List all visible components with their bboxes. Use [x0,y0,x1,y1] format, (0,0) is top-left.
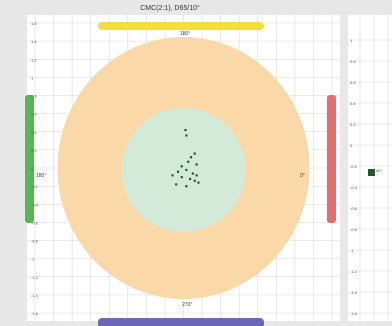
annotation-bottom: 270° [182,302,192,308]
side-bars [25,22,264,326]
tick-label-2: -0.6 [350,206,358,211]
tick-label: 0.6 [31,112,37,117]
data-point [193,152,196,155]
tick-label-2: 1 [350,38,353,43]
top-bar [98,22,264,30]
tick-label: 0.2 [31,148,37,153]
tick-label: -0.6 [31,220,39,225]
data-point [197,181,200,184]
tick-label: -0.2 [31,184,39,189]
data-point [195,174,198,177]
data-point [171,174,174,177]
tick-label: 0.8 [31,94,37,99]
tick-label-2: 0.8 [350,59,356,64]
data-point-2 [368,169,375,176]
inner-region [121,108,246,232]
data-point [185,134,188,137]
tick-label: -0.8 [31,239,39,244]
tick-label: -1 [31,257,35,262]
data-point [184,128,187,132]
tick-label-2: 0.2 [350,122,356,127]
data-point [187,160,190,163]
tick-label-2: -0.4 [350,185,358,190]
data-point [195,163,198,166]
tick-label-2: -1 [350,248,354,253]
annotation-top: 180° [180,31,190,37]
annotation-left: 180° [36,173,46,179]
data-point [185,185,188,188]
y-axis-ticks: 1.6 1.4 1.2 1 0.8 0.6 0.4 0.2 0 -0.2 -0.4 -0.6 -0.8 -… [31,21,39,316]
tick-label-2: 0 [350,143,353,148]
regions [57,37,310,299]
tick-label: 0 [31,166,34,171]
tick-label-2: 0.4 [350,101,356,106]
tick-label-2: -1.6 [350,311,358,316]
tick-label: -1.4 [31,293,39,298]
tick-label-2: -0.2 [350,164,358,169]
annotation-2: 40° [376,168,382,173]
data-point [191,172,194,175]
tick-label: 1.4 [31,39,37,44]
annotation-right: 0° [300,173,305,179]
annotations: 180° 270° 180° 0° [36,31,305,308]
bottom-bar [98,318,264,326]
y-axis-ticks-2: 1 0.8 0.6 0.4 0.2 0 -0.2 -0.4 -0.6 -0.8 -1 -1.2 -1.4… [350,38,358,316]
data-point [175,183,178,186]
tick-label-2: -0.8 [350,227,358,232]
data-point [176,170,180,173]
tick-label: 1 [31,75,34,80]
tick-label: -0.4 [31,202,39,207]
tick-label: 0.4 [31,130,37,135]
tick-label-2: -1.4 [350,290,358,295]
data-point [180,176,183,179]
tick-label: -1.6 [31,311,39,316]
data-point [193,179,196,182]
side-bars-2 [327,95,336,223]
grid-2 [348,15,392,321]
tick-label: -1.2 [31,275,39,280]
data-points-2: 40° [368,168,382,176]
tick-label: 1.2 [31,57,37,62]
tick-label-2: 0.6 [350,80,356,85]
left-bar-2 [327,95,336,223]
chart-title: CMC(2:1), D65/10° [140,5,200,12]
tick-label: 1.6 [31,21,37,26]
left-bar [25,95,34,223]
data-point [185,168,188,172]
plot-area-2 [348,15,392,321]
tick-label-2: -1.2 [350,269,358,274]
data-point [188,177,192,181]
data-point [180,165,183,168]
data-points [171,128,200,188]
data-point [189,156,193,159]
